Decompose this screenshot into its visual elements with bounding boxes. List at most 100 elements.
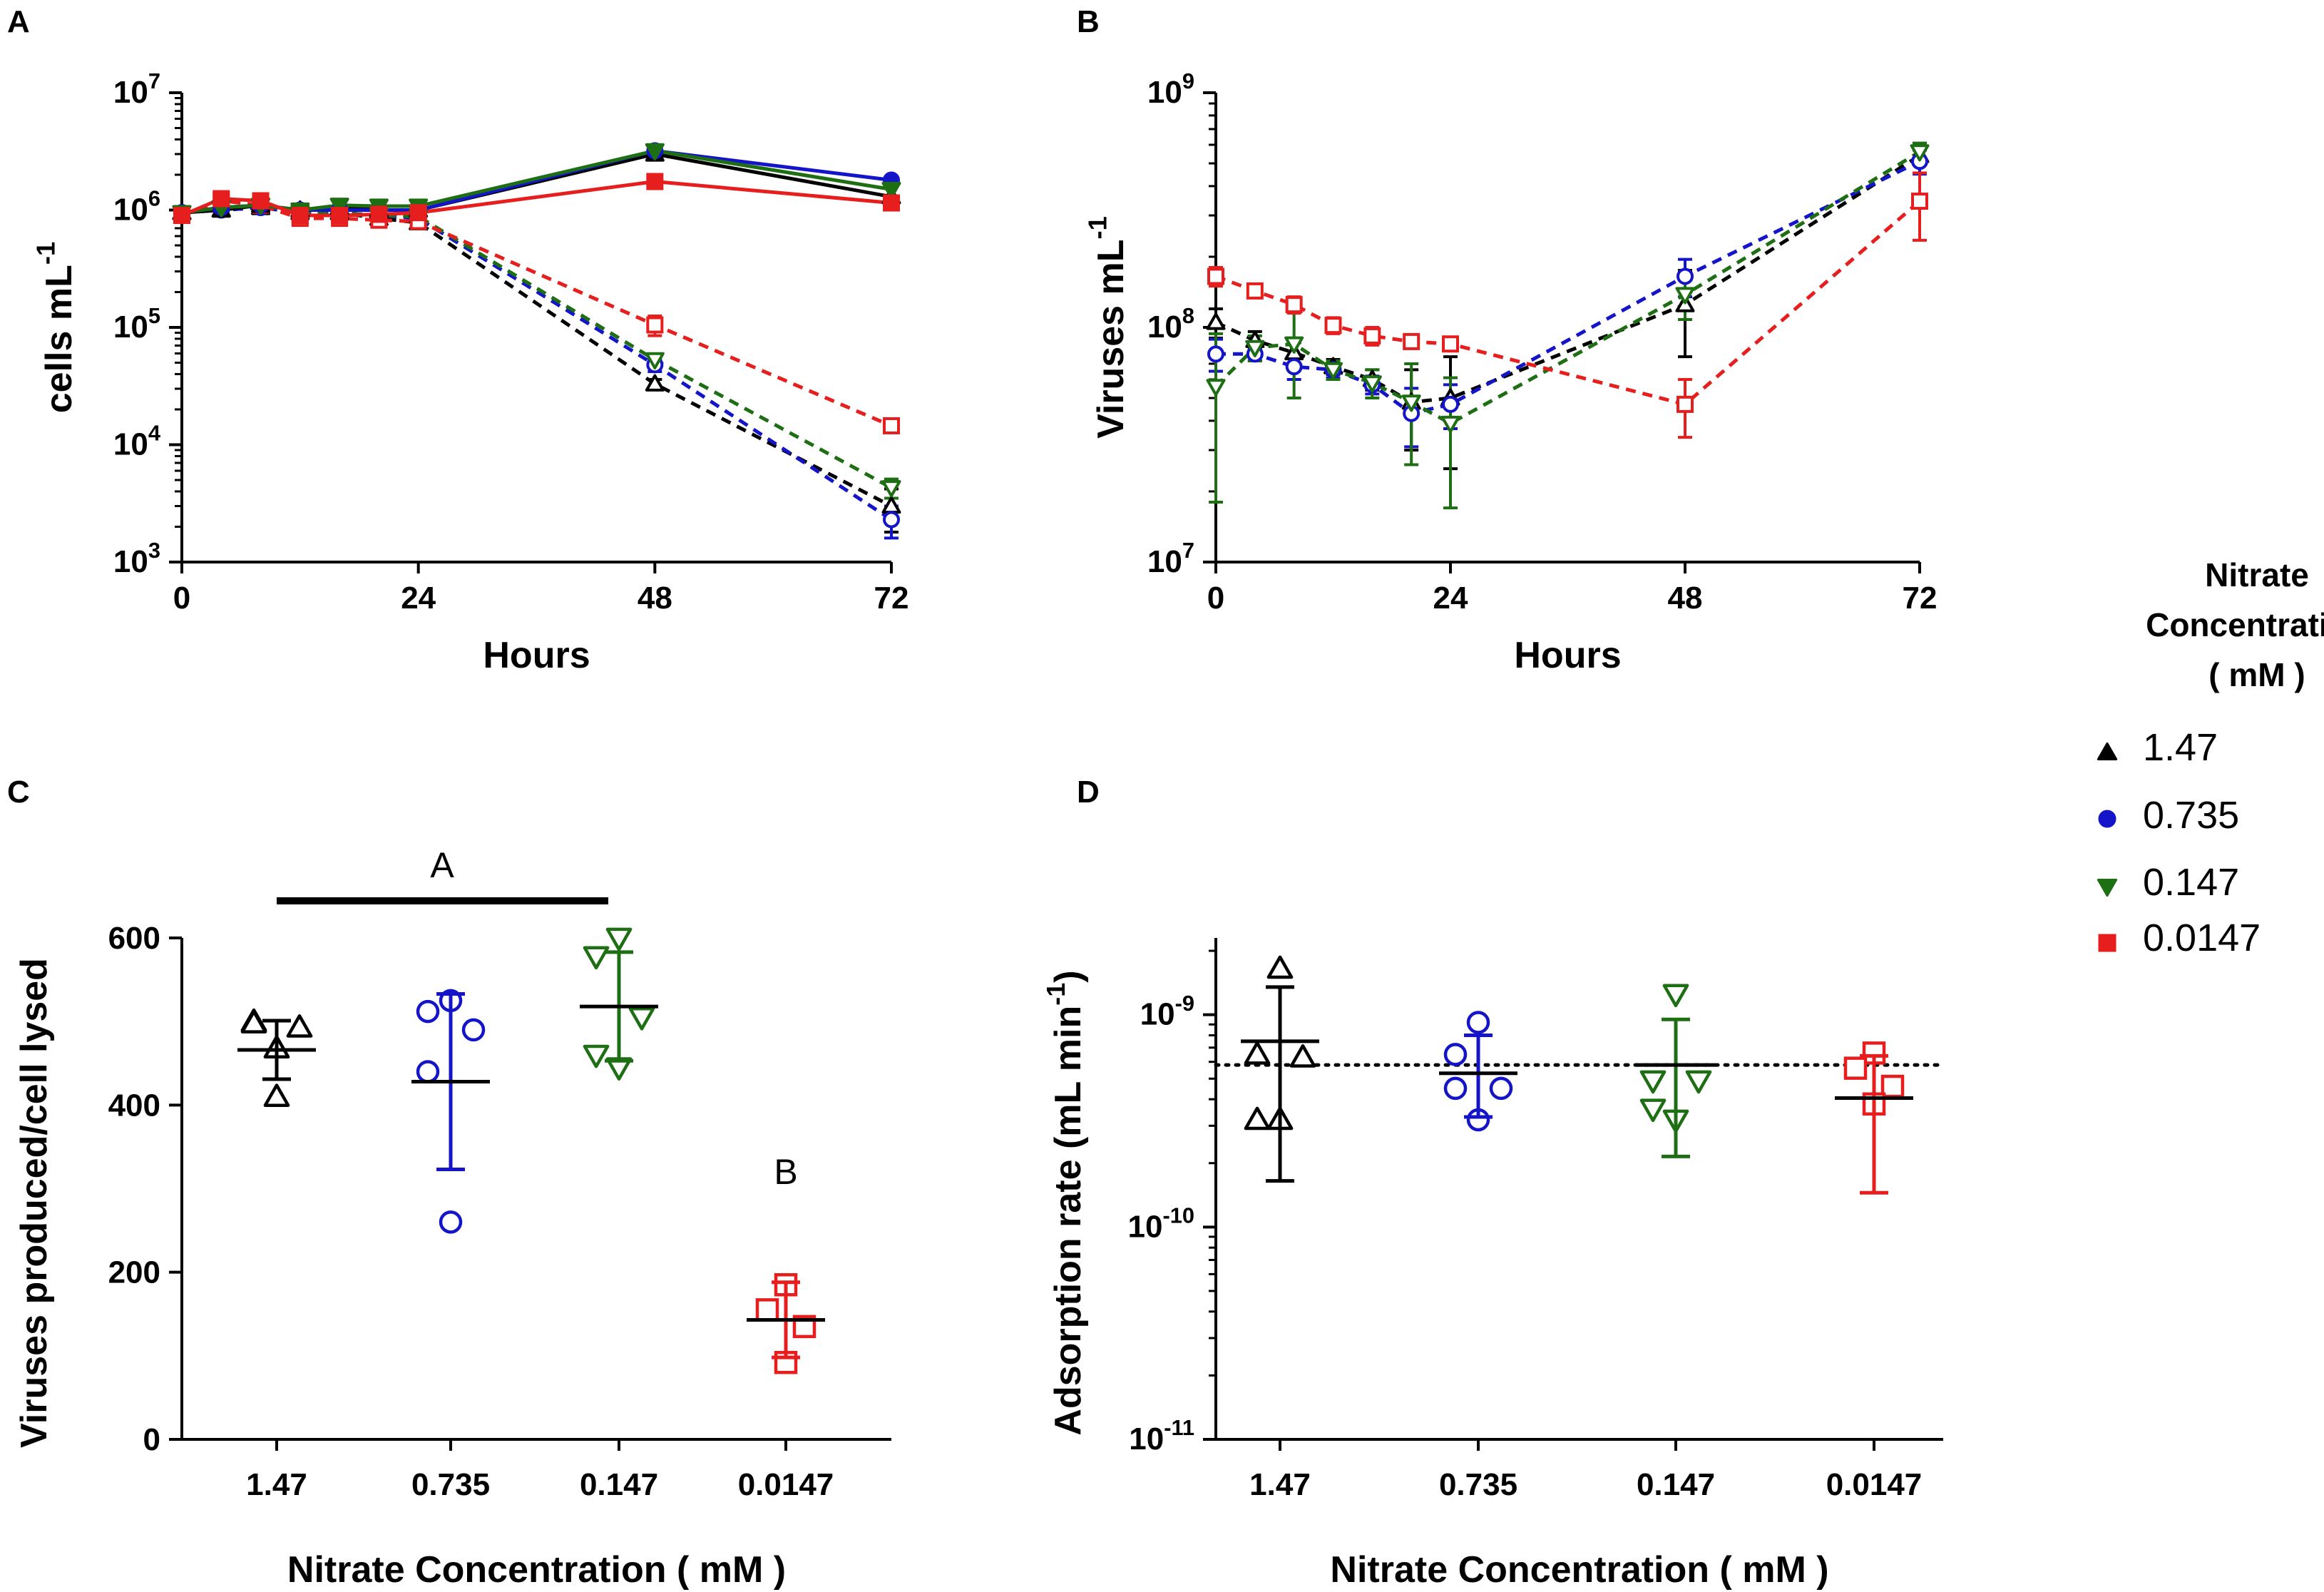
panel-b-series-line: [1215, 200, 1921, 407]
panel-c-letter: C: [7, 775, 30, 810]
panel-a-y-tick-label: 104: [113, 421, 160, 462]
panel-a-x-axis-title: Hours: [483, 635, 590, 676]
panel-c-data-point: [583, 1044, 610, 1068]
legend-label-3: 0.147: [2143, 861, 2239, 904]
panel-c-data-point: [416, 1060, 440, 1083]
panel-d-data-point: [1244, 1106, 1271, 1131]
panel-c-y-tick-label: 600: [108, 921, 160, 956]
panel-b-point: [1284, 336, 1304, 354]
panel-a-y-tick-label: 103: [113, 538, 160, 579]
panel-a-point: [329, 198, 349, 215]
panel-a-series-line: [181, 198, 892, 428]
panel-d-y-tick-label: 10-9: [1140, 991, 1194, 1032]
panel-d-x-tick-label: 0.0147: [1826, 1467, 1923, 1502]
panel-b-point: [1440, 415, 1460, 434]
panel-a-point: [370, 205, 388, 223]
panel-b-y-tick-label: 109: [1147, 68, 1194, 110]
panel-c-y-tick-label: 0: [143, 1422, 160, 1457]
panel-a-point: [331, 207, 349, 225]
panel-c-data-point: [416, 999, 440, 1024]
panel-a-point: [213, 190, 230, 208]
panel-a-series-line: [181, 179, 892, 218]
legend-label-2: 0.735: [2143, 794, 2239, 837]
panel-b-point: [1207, 345, 1224, 363]
panel-a-y-tick-label: 105: [113, 303, 160, 345]
panel-d-data-point: [1662, 984, 1689, 1008]
panel-a-y-tick-label: 107: [113, 68, 160, 110]
panel-d-data-point: [1244, 1041, 1271, 1065]
panel-a-point: [645, 143, 665, 160]
panel-b-y-axis-title: Viruses mL-1: [1083, 216, 1132, 439]
panel-a-point: [646, 316, 664, 334]
panel-b-y-tick-label: 108: [1147, 303, 1194, 345]
panel-d-x-tick-label: 1.47: [1249, 1467, 1311, 1502]
legend-marker-1: [2097, 742, 2118, 760]
panel-a-point: [409, 204, 427, 222]
panel-b-x-tick-label: 72: [1903, 581, 1937, 616]
panel-a-point: [173, 207, 190, 225]
panel-d-data-point: [1685, 1070, 1712, 1094]
panel-b-point: [1285, 296, 1303, 314]
panel-a-point: [883, 511, 900, 529]
panel-c-data-point: [755, 1298, 779, 1322]
panel-d-data-point: [1466, 1011, 1490, 1034]
panel-d-data-point: [1289, 1044, 1316, 1068]
panel-d-chart: 1.47 0.735 0.147 0.0147 10-11 10-10 10-9 Nitrat…: [1041, 938, 1945, 1591]
panel-b-x-tick-label: 24: [1433, 581, 1468, 616]
panel-d-x-axis-title: Nitrate Concentration ( mM ): [1330, 1549, 1828, 1591]
panel-c-x-tick-label: 1.47: [246, 1467, 307, 1502]
panel-c-x-tick-label: 0.735: [411, 1467, 490, 1502]
panel-b-point: [1362, 375, 1382, 393]
panel-d-x-tick-label: 0.735: [1439, 1467, 1517, 1502]
panel-a-point: [881, 496, 901, 514]
panel-a-series-line: [181, 203, 893, 489]
panel-c-x-tick-label: 0.0147: [738, 1467, 834, 1502]
panel-b-x-tick-label: 0: [1207, 581, 1224, 616]
panel-a-point: [645, 352, 665, 369]
panel-b-point: [1677, 267, 1694, 285]
panel-b-point: [1245, 340, 1265, 357]
panel-a-point: [883, 194, 900, 212]
panel-c-data-point: [263, 1083, 290, 1107]
panel-a-y-axis-title: cells mL-1: [31, 242, 80, 413]
panel-b-point: [1442, 395, 1459, 413]
panel-b-point: [1206, 312, 1226, 330]
panel-d-data-point: [1266, 955, 1294, 979]
panel-a-point: [881, 480, 901, 498]
panel-b-point: [1246, 282, 1264, 300]
panel-b-point: [1675, 287, 1695, 305]
panel-d-data-point: [1843, 1056, 1868, 1080]
legend: Nitrate Concentration ( mM ) 1.47 0.735 …: [2097, 556, 2324, 959]
panel-a-point: [645, 374, 665, 392]
panel-b-point: [1442, 335, 1459, 353]
panel-c-y-tick-label: 400: [108, 1088, 160, 1123]
panel-b-point: [1911, 193, 1928, 210]
panel-a-series-line: [181, 205, 893, 508]
panel-d-letter: D: [1077, 775, 1100, 810]
panel-b-point: [1206, 379, 1226, 397]
panel-c-y-tick-label: 200: [108, 1255, 160, 1290]
panel-c-chart: 1.47 0.735 0.147 0.0147 0 200 400 600 Nitrate Co…: [14, 845, 891, 1591]
panel-c-data-point: [605, 927, 633, 951]
panel-b-point: [1324, 317, 1342, 335]
legend-title-line-3: ( mM ): [2208, 656, 2305, 693]
panel-b-y-tick-label: 107: [1147, 538, 1194, 579]
panel-a-point: [252, 192, 270, 210]
panel-d-y-axis-title: Adsorption rate (mL min-1): [1041, 970, 1089, 1435]
panel-a-series-line: [181, 152, 892, 215]
panel-c-x-tick-label: 0.147: [580, 1467, 658, 1502]
panel-a-point: [291, 207, 309, 225]
panel-d-x-tick-label: 0.147: [1637, 1467, 1715, 1502]
legend-label-4: 0.0147: [2143, 917, 2261, 959]
panel-d-data-point: [1443, 1076, 1468, 1101]
panel-c-x-axis-title: Nitrate Concentration ( mM ): [287, 1549, 786, 1591]
legend-marker-3: [2097, 879, 2118, 897]
panel-a-point: [881, 181, 901, 200]
panel-c-data-point: [628, 1006, 655, 1031]
legend-title-line-1: Nitrate: [2205, 556, 2309, 593]
panel-b-series-line: [1214, 153, 1921, 404]
panel-c-y-axis-title: Viruses produced/cell lysed: [14, 958, 55, 1448]
panel-a-point: [646, 173, 664, 190]
panel-b-chart: 0 24 48 72 107 108 109 Hours Viruses mL-1: [1083, 68, 1937, 676]
